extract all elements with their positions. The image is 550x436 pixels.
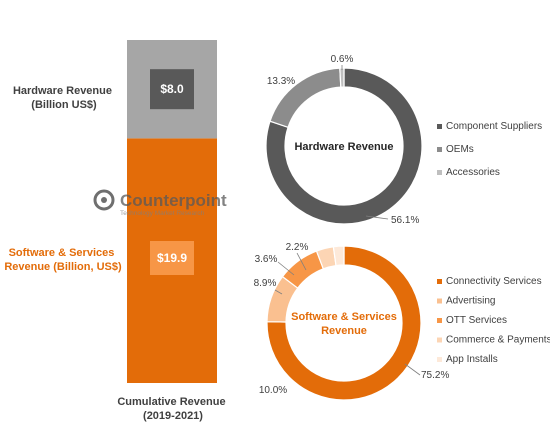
slice-value-label-advertising: 10.0% — [259, 385, 287, 396]
stacked-bar: $8.0 $19.9 — [127, 40, 217, 383]
software-value-label: $19.9 — [157, 251, 187, 265]
logo-ring-icon — [93, 189, 115, 211]
legend-swatch-connectivity-services — [437, 279, 442, 284]
logo-dot-icon — [101, 197, 107, 203]
software-donut: 75.2% 10.0% 8.9% 3.6% 2.2% Software & Service… — [254, 242, 449, 401]
counterpoint-logo: Counterpoint Technology Market Research — [93, 189, 227, 217]
legend-label-advertising: Advertising — [446, 296, 495, 307]
slice-value-label-app-installs: 2.2% — [286, 242, 309, 253]
legend-swatch-accessories — [437, 170, 442, 175]
slice-value-label-ott-services: 8.9% — [254, 278, 277, 289]
hardware-value-label: $8.0 — [160, 82, 184, 96]
software-series-label: Software & Services Revenue (Billion, US… — [4, 247, 122, 273]
legend-swatch-commerce-and-payments — [437, 337, 442, 343]
legend-label-app-installs: App Installs — [446, 354, 498, 365]
slice-value-label-connectivity-services: 75.2% — [421, 370, 449, 381]
legend-label-commerce-and-payments: Commerce & Payments — [446, 335, 550, 346]
logo-text: Counterpoint — [120, 191, 227, 210]
donut-slice-component-suppliers — [265, 67, 423, 225]
leader-line — [296, 252, 307, 271]
hardware-series-label: Hardware Revenue (Billion US$) — [13, 85, 115, 111]
legend-swatch-component-suppliers — [437, 124, 442, 129]
software-value-badge — [150, 241, 194, 275]
legend-label-oems: OEMs — [446, 144, 474, 155]
legend-swatch-oems — [437, 147, 442, 152]
leader-line — [365, 215, 389, 220]
leader-line — [274, 289, 283, 295]
donut-slice-accessories — [339, 67, 345, 88]
legend-label-ott-services: OTT Services — [446, 315, 507, 326]
logo-tagline: Technology Market Research — [120, 210, 205, 217]
donut-center-label: Hardware Revenue — [294, 141, 393, 153]
legend-label-connectivity-services: Connectivity Services — [446, 276, 542, 287]
donut-center-label: Software & Services Revenue — [291, 311, 397, 337]
hardware-legend: Component Suppliers OEMs Accessories — [437, 121, 542, 178]
legend-swatch-advertising — [437, 298, 442, 304]
bar-category-label: Cumulative Revenue (2019-2021) — [117, 396, 228, 422]
legend-label-component-suppliers: Component Suppliers — [446, 121, 542, 132]
hardware-value-badge — [150, 69, 194, 110]
hardware-donut: 56.1% 13.3% 0.6% Hardware Revenue — [265, 54, 423, 226]
legend-swatch-app-installs — [437, 357, 442, 362]
slice-value-label-commerce-and-payments: 3.6% — [255, 254, 278, 265]
software-legend: Connectivity Services Advertising OTT Serv… — [437, 276, 550, 365]
slice-value-label-accessories: 0.6% — [331, 54, 354, 65]
legend-swatch-ott-services — [437, 318, 442, 323]
slice-value-label-oems: 13.3% — [267, 76, 295, 87]
leader-line — [404, 363, 421, 376]
slice-value-label-component-suppliers: 56.1% — [391, 215, 419, 226]
donut-slice-app-installs — [332, 245, 345, 267]
legend-label-accessories: Accessories — [446, 167, 500, 178]
leader-line — [277, 261, 295, 276]
donut-slice-connectivity-services — [266, 245, 422, 401]
